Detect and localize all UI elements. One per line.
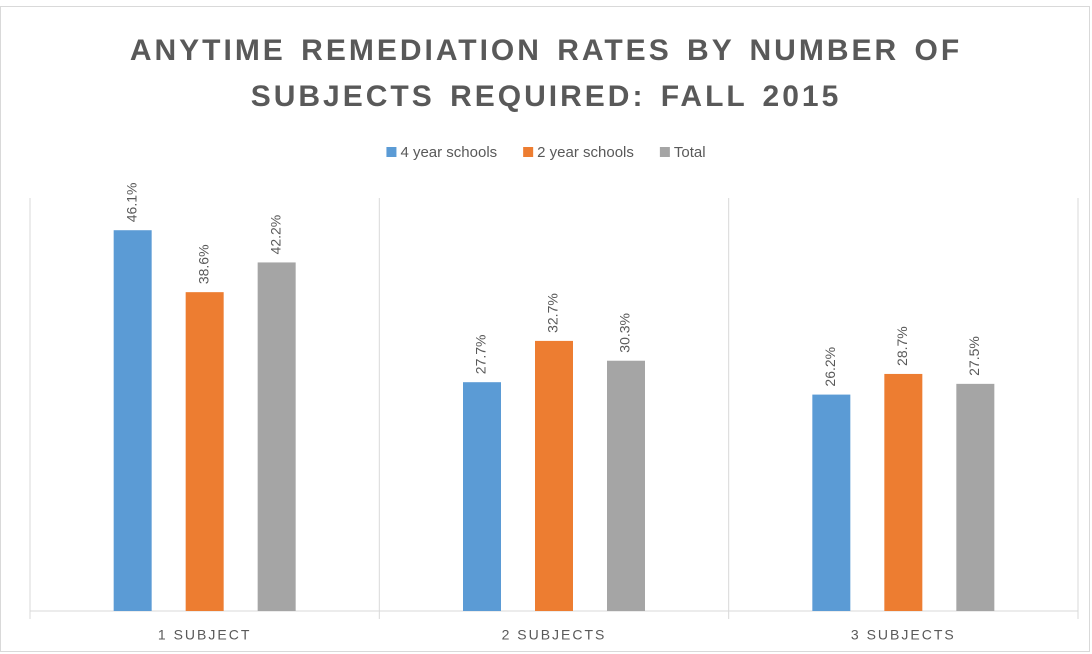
data-label: 30.3%	[617, 313, 633, 353]
data-label: 28.7%	[894, 326, 910, 366]
legend-label: Total	[674, 144, 706, 161]
legend-swatch	[659, 147, 670, 157]
bar	[113, 230, 152, 612]
bar	[956, 383, 995, 611]
data-label: 26.2%	[822, 347, 838, 387]
data-label: 38.6%	[195, 244, 211, 284]
chart-frame	[0, 6, 1090, 652]
x-tick-label: 1 SUBJECT	[158, 627, 251, 643]
bar	[535, 340, 573, 611]
legend-label: 4 year schools	[400, 144, 497, 161]
x-tick-label: 2 SUBJECTS	[502, 627, 607, 643]
data-label: 46.1%	[123, 183, 139, 223]
bar	[463, 382, 501, 611]
bar	[812, 394, 851, 611]
data-label: 27.5%	[966, 336, 982, 376]
data-label: 42.2%	[267, 215, 283, 255]
bar	[257, 262, 296, 611]
legend-swatch	[386, 147, 397, 157]
data-label: 27.7%	[473, 334, 489, 374]
bar	[607, 360, 645, 611]
legend-label: 2 year schools	[537, 144, 634, 161]
bar	[185, 292, 224, 611]
bar	[884, 373, 923, 611]
data-label: 32.7%	[545, 293, 561, 333]
legend-swatch	[523, 147, 534, 157]
chart-title: ANYTIME REMEDIATION RATES BY NUMBER OF S…	[129, 34, 963, 113]
x-tick-label: 3 SUBJECTS	[851, 627, 956, 643]
